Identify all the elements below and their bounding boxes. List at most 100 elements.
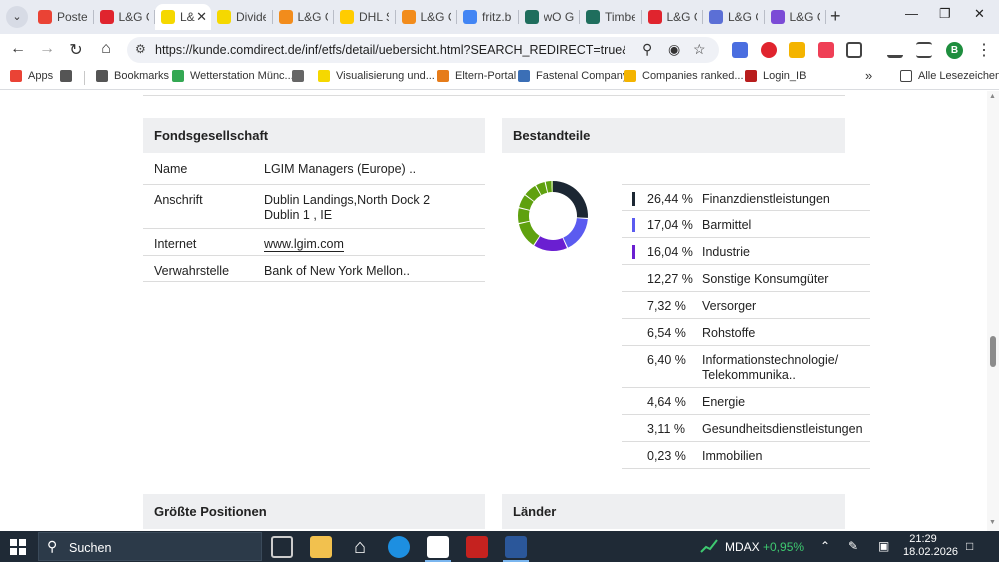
bookmark-item[interactable] bbox=[292, 70, 310, 82]
page-scrollbar[interactable]: ▲ ▼ bbox=[987, 91, 999, 531]
bookmark-item[interactable]: Wetterstation Münc... bbox=[172, 70, 294, 82]
visual-icon bbox=[318, 70, 330, 82]
menu-kebab-icon[interactable]: ⋮ bbox=[976, 42, 992, 59]
tab-close-icon[interactable]: ✕ bbox=[196, 9, 207, 24]
tab-title: L&G G bbox=[420, 10, 451, 24]
profile-avatar[interactable]: B bbox=[946, 42, 963, 59]
browser-tab[interactable]: L&G G bbox=[642, 4, 704, 30]
component-row: 0,23 % Immobilien bbox=[622, 442, 870, 469]
bookmark-item[interactable]: Login_IB bbox=[745, 70, 806, 82]
component-name: Energie bbox=[702, 395, 746, 409]
tab-favicon-icon bbox=[217, 10, 231, 24]
home-icon[interactable]: ⌂ bbox=[101, 40, 111, 57]
windows-start-icon[interactable] bbox=[10, 539, 26, 555]
bookmark-item[interactable]: Visualisierung und... bbox=[318, 70, 435, 82]
scroll-thumb[interactable] bbox=[990, 336, 996, 367]
task-view-icon[interactable] bbox=[271, 536, 293, 558]
network-icon[interactable]: ▣ bbox=[878, 539, 890, 553]
adblock-extension-icon[interactable] bbox=[761, 42, 777, 58]
scroll-down-arrow-icon[interactable]: ▼ bbox=[989, 519, 996, 526]
back-arrow-icon[interactable]: ← bbox=[10, 40, 26, 57]
all-bookmarks-folder[interactable]: Alle Lesezeichen bbox=[900, 70, 999, 82]
tab-search-chevron-icon[interactable]: ⌄ bbox=[6, 6, 28, 28]
browser-tab[interactable]: Postei bbox=[32, 4, 94, 30]
all-bookmarks-label: Alle Lesezeichen bbox=[918, 70, 999, 82]
translate-extension-icon[interactable] bbox=[732, 42, 748, 58]
component-percentage: 0,23 % bbox=[647, 449, 686, 463]
browser-tab[interactable]: L&G G bbox=[703, 4, 765, 30]
acrobat-icon[interactable] bbox=[466, 536, 488, 558]
bookmark-item[interactable]: Fastenal Company bbox=[518, 70, 628, 82]
close-window-icon[interactable]: ✕ bbox=[974, 6, 985, 21]
scroll-up-arrow-icon[interactable]: ▲ bbox=[989, 93, 996, 100]
edge-browser-icon[interactable] bbox=[388, 536, 410, 558]
address-bar[interactable]: ⚙ https://kunde.comdirect.de/inf/etfs/de… bbox=[127, 37, 719, 63]
ticker-change[interactable]: +0,95% bbox=[763, 540, 805, 554]
word-icon[interactable] bbox=[505, 536, 527, 558]
tab-title: wO G bbox=[543, 10, 574, 24]
browser-tab[interactable]: Divide bbox=[211, 4, 273, 30]
windows-taskbar: ⚲ Suchen ⌂ MDAX +0,95% ⌃ ✎ ▣ 21:29 18.02… bbox=[0, 531, 999, 562]
components-donut-chart bbox=[518, 181, 588, 251]
site-info-icon[interactable]: ⚙ bbox=[135, 42, 146, 56]
donut-segment bbox=[536, 182, 548, 195]
fund-info-row: Anschrift Dublin Landings,North Dock 2 Dub… bbox=[143, 185, 485, 229]
component-row: 26,44 % Finanzdienstleistungen bbox=[622, 185, 870, 211]
bookmark-item[interactable]: Eltern-Portal bbox=[437, 70, 516, 82]
fund-info-value: Bank of New York Mellon.. bbox=[264, 264, 410, 278]
tab-title: L&G G bbox=[728, 10, 758, 24]
home-app-icon[interactable]: ⌂ bbox=[353, 536, 367, 558]
fund-info-value[interactable]: www.lgim.com bbox=[264, 237, 474, 252]
browser-tab[interactable]: DHL S bbox=[334, 4, 396, 30]
browser-tab[interactable]: wO G bbox=[519, 4, 581, 30]
stock-chart-icon[interactable] bbox=[700, 538, 718, 554]
zoom-icon[interactable]: ⚲ bbox=[642, 41, 653, 57]
taskbar-search-box[interactable]: ⚲ Suchen bbox=[38, 532, 262, 561]
donut-segment bbox=[551, 181, 553, 193]
taskbar-search-label: Suchen bbox=[69, 541, 112, 555]
tab-favicon-icon bbox=[709, 10, 723, 24]
url-text[interactable]: https://kunde.comdirect.de/inf/etfs/deta… bbox=[155, 43, 625, 57]
pocket-extension-icon[interactable] bbox=[818, 42, 834, 58]
browser-tab[interactable]: L&G G bbox=[396, 4, 458, 30]
tab-favicon-icon bbox=[38, 10, 52, 24]
ticker-name[interactable]: MDAX bbox=[725, 540, 760, 554]
browser-tab[interactable]: L&G G bbox=[94, 4, 156, 30]
forward-arrow-icon[interactable]: → bbox=[39, 40, 55, 57]
bookmark-item[interactable] bbox=[60, 70, 78, 82]
pen-icon[interactable]: ✎ bbox=[848, 539, 859, 553]
component-row: 6,54 % Rohstoffe bbox=[622, 319, 870, 346]
clock-time: 21:29 bbox=[909, 533, 937, 545]
bookmark-item[interactable]: Bookmarks bbox=[96, 70, 169, 82]
notifications-icon[interactable]: □ bbox=[966, 539, 974, 553]
browser-tab[interactable]: L&G G bbox=[765, 4, 827, 30]
browser-tab[interactable]: fritz.b bbox=[457, 4, 519, 30]
browser-tab[interactable]: L&G G bbox=[273, 4, 335, 30]
chrome-browser-icon[interactable] bbox=[427, 536, 449, 558]
donut-segment bbox=[553, 181, 588, 218]
eye-icon[interactable]: ◉ bbox=[668, 41, 681, 57]
browser-tab[interactable]: L& ✕ bbox=[155, 4, 211, 30]
extensions-puzzle-icon[interactable] bbox=[846, 42, 862, 58]
legend-color-marker bbox=[632, 218, 635, 232]
reload-icon[interactable]: ↻ bbox=[69, 42, 83, 59]
bookmark-star-icon[interactable]: ☆ bbox=[693, 41, 706, 57]
bookmarks-overflow-icon[interactable]: » bbox=[865, 68, 873, 83]
bookmarks-divider bbox=[84, 71, 85, 85]
download-icon[interactable] bbox=[887, 42, 903, 58]
file-explorer-icon[interactable] bbox=[310, 536, 332, 558]
fund-info-row: Internet www.lgim.com bbox=[143, 229, 485, 256]
bookmark-item[interactable]: Companies ranked... bbox=[624, 70, 744, 82]
new-tab-plus-icon[interactable]: + bbox=[830, 6, 841, 26]
media-controls-icon[interactable] bbox=[916, 42, 932, 58]
tray-overflow-chevron-icon[interactable]: ⌃ bbox=[820, 539, 831, 553]
browser-tab[interactable]: Timbe bbox=[580, 4, 642, 30]
bookmark-item[interactable]: Apps bbox=[10, 70, 53, 82]
tabs-list: Postei L&G G L&✕ Divide L&G G DHL S L&G G fritz… bbox=[32, 4, 826, 30]
website-link[interactable]: www.lgim.com bbox=[264, 237, 344, 252]
component-percentage: 6,40 % bbox=[647, 353, 686, 367]
taskbar-clock[interactable]: 21:29 18.02.2026 bbox=[903, 533, 958, 559]
minimize-icon[interactable]: — bbox=[905, 6, 918, 21]
drive-extension-icon[interactable] bbox=[789, 42, 805, 58]
restore-icon[interactable]: ❐ bbox=[939, 6, 951, 21]
